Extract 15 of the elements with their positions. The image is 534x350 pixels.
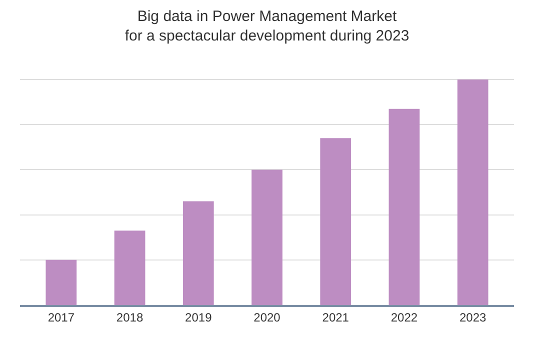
chart-title: Big data in Power Management Market for a spectacular development during 2023 (124, 8, 410, 44)
bar (388, 108, 420, 305)
bar (114, 230, 146, 305)
x-tick-label: 2022 (390, 310, 418, 324)
bar (182, 201, 214, 305)
x-tick-label: 2023 (459, 310, 486, 324)
x-tick-label: 2018 (116, 310, 144, 324)
x-tick-label: 2020 (254, 310, 281, 324)
bar (457, 80, 488, 305)
x-tick-label: 2017 (48, 310, 75, 324)
x-tick-label: 2021 (322, 310, 350, 324)
bar (252, 170, 282, 305)
bar (46, 260, 77, 305)
bar (320, 138, 352, 305)
x-tick-label: 2019 (185, 310, 212, 324)
